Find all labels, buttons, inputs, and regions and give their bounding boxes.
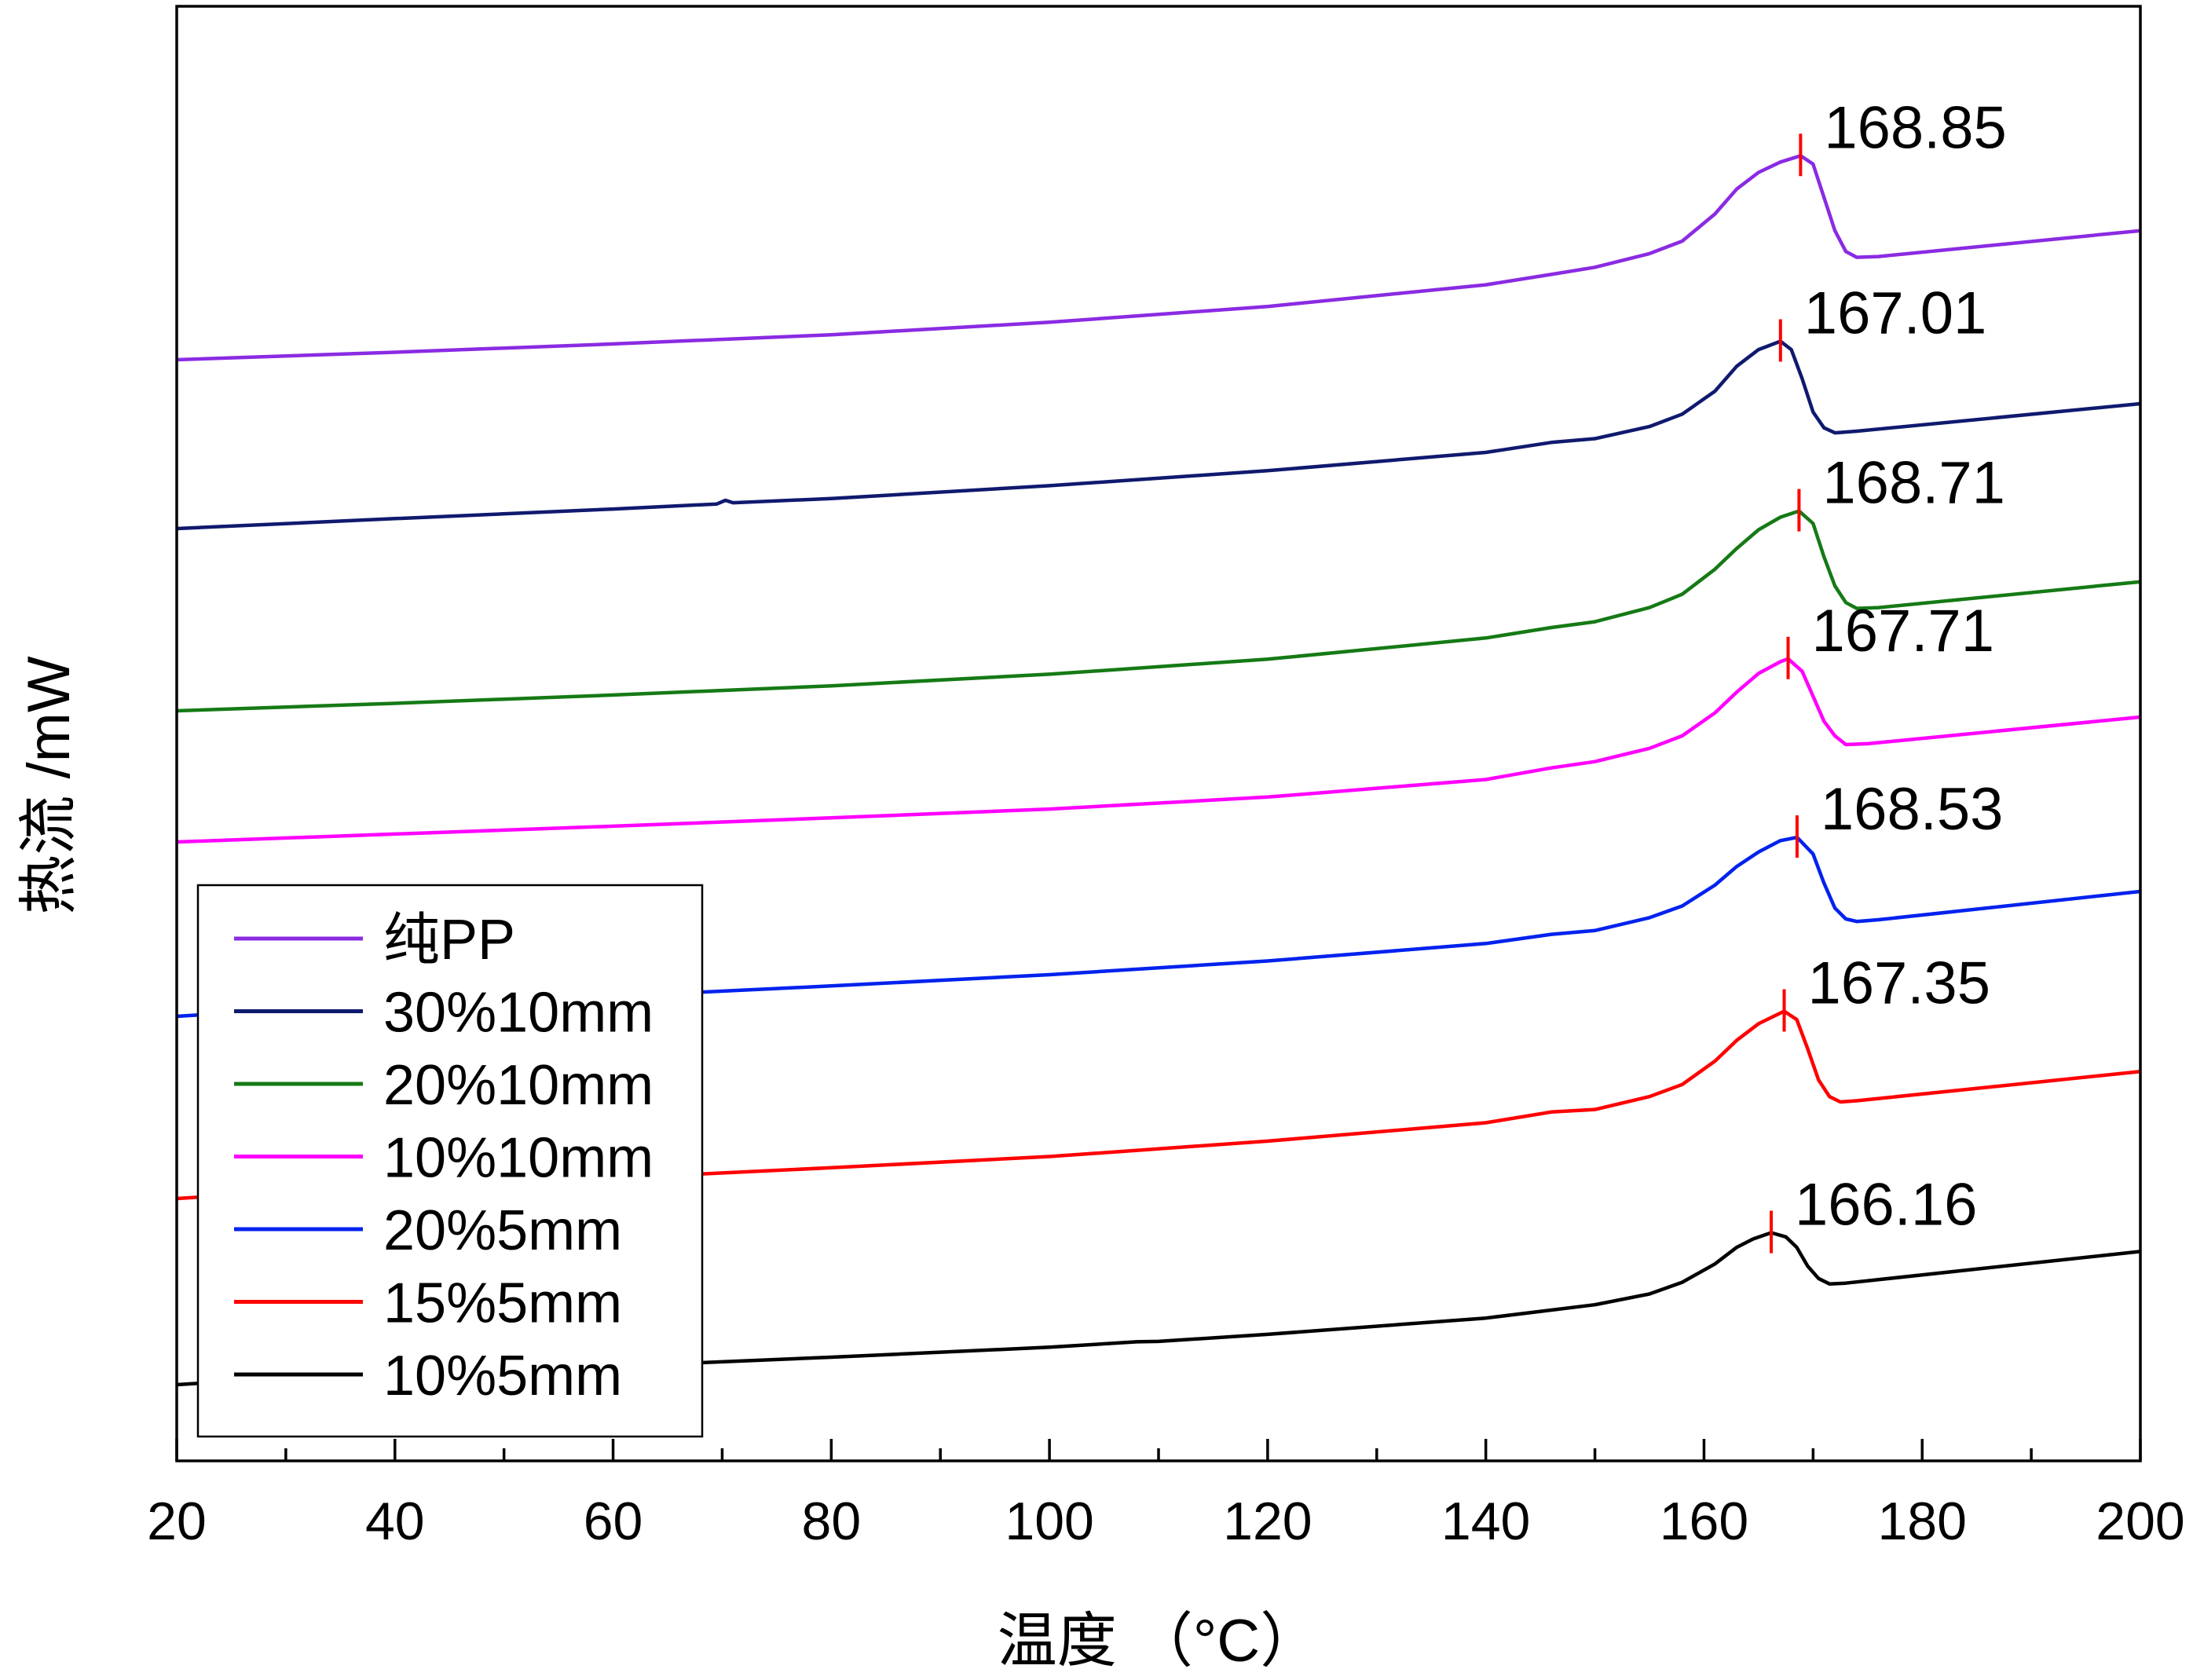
x-tick-label: 180	[1877, 1492, 1966, 1551]
series-line	[176, 835, 2141, 1019]
peak-label: 168.71	[1822, 450, 2004, 517]
legend-label: 20%5mm	[383, 1199, 622, 1262]
series-line	[176, 154, 2141, 362]
series-line	[176, 509, 2141, 713]
legend	[196, 884, 704, 1438]
series-line	[176, 657, 2141, 844]
legend-label: 15%5mm	[383, 1272, 622, 1335]
series-line	[176, 1009, 2141, 1201]
peak-markers-layer	[1770, 134, 1803, 1254]
series-line	[176, 1231, 2141, 1387]
x-tick-label: 200	[2096, 1492, 2184, 1551]
peak-label: 166.16	[1795, 1172, 1977, 1239]
x-tick-label: 120	[1223, 1492, 1312, 1551]
legend-label: 20%10mm	[383, 1054, 654, 1117]
x-tick-label: 40	[365, 1492, 425, 1551]
y-axis-label: 热流 /mW	[16, 656, 82, 915]
x-tick-label: 100	[1005, 1492, 1093, 1551]
peak-label: 167.71	[1812, 598, 1994, 664]
series-line	[176, 339, 2141, 531]
legend-label: 30%10mm	[383, 982, 654, 1045]
x-tick-label: 60	[584, 1492, 643, 1551]
curves-layer	[176, 154, 2141, 1387]
legend-items: 纯PP 30%10mm 20%10mm 10%10mm 20%5mm 15%5mm 10%5…	[234, 909, 654, 1407]
peak-label: 168.85	[1824, 94, 2006, 161]
x-axis-ticks: 20 40 60 80 100 120 140 160 180 200	[147, 1439, 2185, 1551]
legend-label: 纯PP	[383, 909, 515, 972]
peak-label: 168.53	[1821, 776, 2003, 843]
x-tick-label: 160	[1660, 1492, 1748, 1551]
x-tick-label: 80	[802, 1492, 862, 1551]
x-axis-label: 温度 （°C）	[998, 1608, 1320, 1675]
legend-label: 10%10mm	[383, 1127, 654, 1190]
x-tick-label: 140	[1441, 1492, 1530, 1551]
x-tick-label: 20	[147, 1492, 207, 1551]
legend-label: 10%5mm	[383, 1345, 622, 1407]
peak-label: 167.01	[1804, 280, 1986, 347]
peak-label: 167.35	[1808, 950, 1990, 1017]
peak-labels-layer: 168.85 167.01 168.71 167.71 168.53 167.35 166.…	[1795, 94, 2007, 1238]
